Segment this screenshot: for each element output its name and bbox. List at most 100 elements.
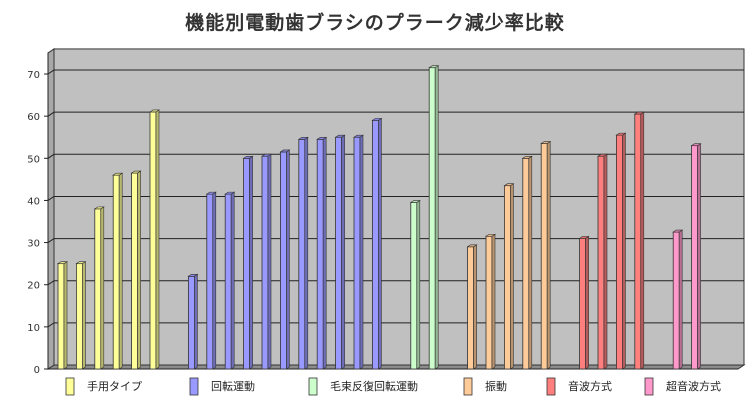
legend-item: 振動: [463, 377, 507, 396]
bar-side: [640, 111, 645, 370]
bar-front: [579, 237, 586, 370]
bar-top: [615, 132, 627, 136]
bar: [57, 261, 68, 370]
bar-front: [616, 134, 623, 370]
bars: [57, 65, 702, 370]
bar-top: [485, 233, 496, 237]
bar-front: [467, 246, 475, 370]
bar-side: [622, 132, 626, 370]
bar-front: [672, 231, 680, 370]
bar-side: [304, 136, 309, 370]
bar: [578, 235, 590, 370]
legend: 手用タイプ 回転運動 毛束反復回転運動 振動 音波方式 超音波方式: [65, 377, 721, 396]
bar-top: [57, 261, 68, 264]
legend-item: 超音波方式: [644, 377, 721, 396]
bar: [130, 170, 142, 370]
bar-front: [224, 193, 232, 370]
legend-label: 回転運動: [211, 379, 255, 393]
bar-front: [597, 155, 605, 370]
bar-side: [697, 143, 701, 370]
bar-front: [634, 113, 642, 370]
gridline: [47, 111, 744, 117]
plot-background: [53, 48, 745, 366]
bar: [615, 132, 627, 370]
bar-top: [334, 134, 346, 138]
legend-swatch: [546, 377, 556, 396]
bar-side: [322, 136, 327, 370]
bar: [409, 199, 421, 370]
bar-side: [194, 273, 198, 370]
bar-top: [149, 109, 160, 113]
bar: [149, 109, 160, 370]
bar-front: [353, 136, 361, 370]
bar-top: [371, 118, 383, 121]
legend-item: 手用タイプ: [65, 377, 142, 396]
bar: [297, 136, 309, 370]
bar-top: [187, 273, 199, 277]
bar-front: [522, 157, 530, 370]
bar-side: [267, 153, 272, 370]
bar-top: [521, 156, 533, 159]
bar: [466, 244, 478, 370]
bar-top: [224, 191, 236, 195]
bar: [261, 153, 272, 370]
gridline: [47, 153, 744, 159]
bar: [112, 172, 124, 370]
legend-swatch: [65, 377, 75, 396]
y-tick-label: 20: [27, 281, 40, 292]
bar-side: [585, 235, 589, 370]
legend-swatch: [644, 377, 654, 396]
bar-front: [410, 202, 418, 370]
bar-front: [371, 119, 379, 370]
bar-side: [100, 206, 105, 370]
bar-top: [428, 65, 440, 68]
gridline: [47, 69, 744, 75]
bar-front: [131, 172, 139, 370]
y-tick-label: 50: [27, 154, 40, 165]
bar: [690, 143, 702, 370]
chart-title: 機能別電動歯ブラシのプラーク減少率比較: [185, 12, 565, 34]
bar-side: [603, 153, 608, 370]
bar-top: [130, 170, 142, 174]
bar: [371, 117, 383, 370]
bar-side: [118, 172, 123, 370]
legend-swatch: [463, 377, 473, 396]
bar-side: [286, 149, 290, 370]
y-tick-label: 60: [27, 112, 40, 123]
bar-top: [261, 153, 272, 157]
legend-label: 毛束反復回転運動: [330, 379, 418, 393]
bar-front: [298, 138, 306, 370]
bar-top: [112, 172, 124, 176]
gridline: [47, 280, 744, 286]
bar-side: [212, 191, 217, 370]
bar-top: [503, 183, 515, 186]
bar-side: [359, 134, 364, 370]
bar-front: [540, 143, 548, 370]
bar: [428, 65, 440, 370]
bar-top: [540, 141, 552, 144]
bar: [334, 134, 346, 370]
bar: [316, 136, 328, 370]
bar-front: [149, 111, 157, 370]
bar-top: [297, 137, 309, 140]
gridline: [47, 195, 744, 201]
bar-top: [279, 149, 291, 153]
plot-side-wall: [47, 48, 55, 370]
plot-area: [46, 48, 746, 370]
bar: [597, 153, 608, 370]
bar: [521, 155, 533, 370]
bar-front: [691, 145, 698, 370]
bar-front: [112, 174, 120, 370]
bar-top: [93, 206, 105, 210]
bar-side: [491, 233, 496, 370]
y-tick-label: 0: [34, 365, 40, 376]
bar-side: [416, 199, 421, 370]
bar-top: [578, 236, 590, 239]
legend-label: 超音波方式: [666, 379, 721, 393]
legend-label: 振動: [485, 379, 507, 393]
legend-item: 音波方式: [546, 377, 612, 396]
bar-front: [428, 67, 436, 370]
bar-side: [434, 65, 439, 370]
bar: [224, 191, 236, 370]
